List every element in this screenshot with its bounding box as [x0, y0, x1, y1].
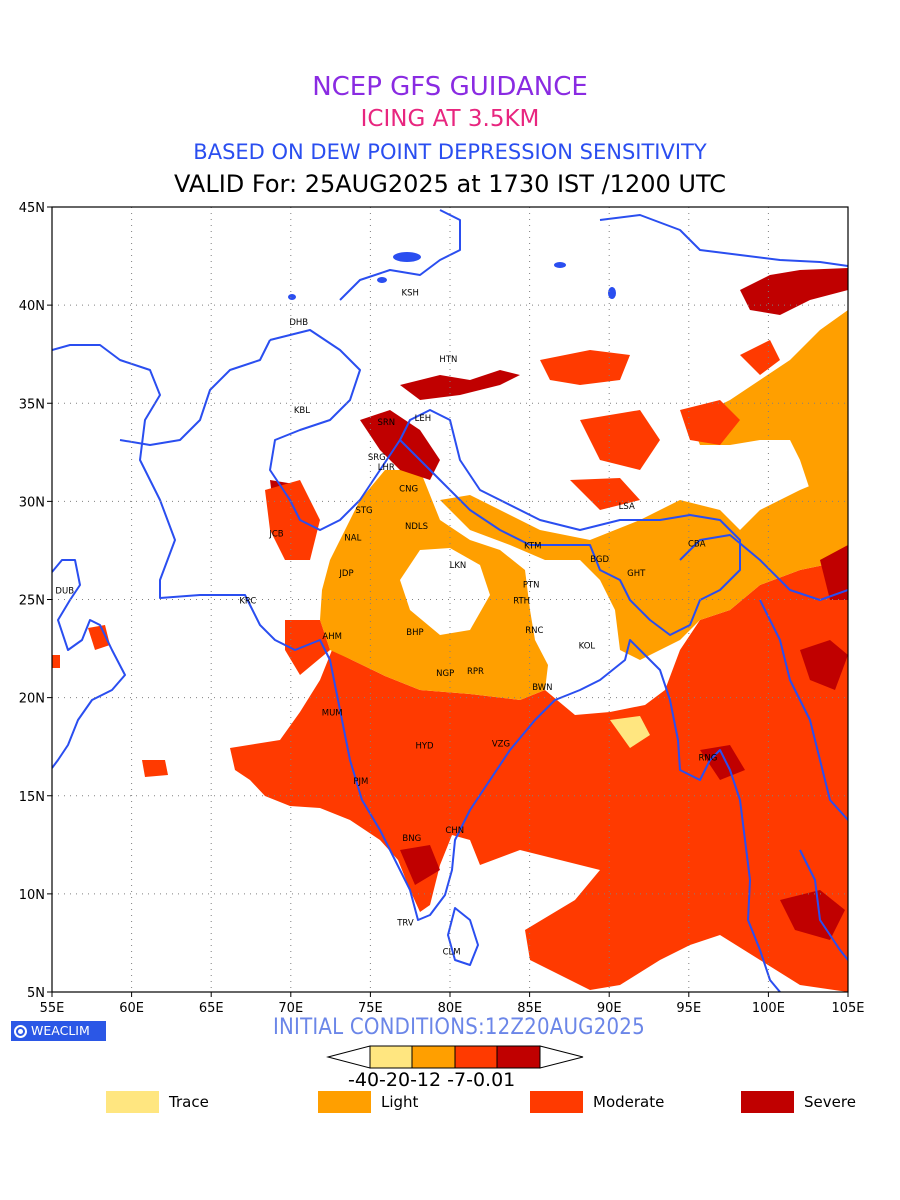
station-bwn: BWN [532, 683, 552, 693]
lon-label: 65E [199, 1001, 224, 1016]
legend-label-trace: Trace [169, 1093, 209, 1111]
lat-label: 5N [27, 986, 45, 1001]
station-vzg: VZG [492, 740, 510, 750]
legend-swatch-severe [741, 1091, 794, 1113]
station-lhr: LHR [378, 463, 395, 473]
legend-swatch-trace [106, 1091, 159, 1113]
station-bhp: BHP [406, 628, 423, 638]
legend-label-moderate: Moderate [593, 1093, 665, 1111]
lon-label: 55E [40, 1001, 65, 1016]
station-chn: CHN [445, 826, 464, 836]
lon-label: 90E [597, 1001, 622, 1016]
station-bng: BNG [402, 834, 421, 844]
station-mum: MUM [322, 708, 343, 718]
axis-ticks [47, 206, 849, 997]
station-ahm: AHM [322, 632, 342, 642]
logo-icon [14, 1024, 27, 1038]
station-ptn: PTN [523, 581, 540, 591]
lon-label: 105E [831, 1001, 864, 1016]
station-srg: SRG [368, 453, 386, 463]
station-lsa: LSA [619, 502, 635, 512]
title-model: NCEP GFS GUIDANCE [312, 72, 588, 102]
moderate-icing-patches [52, 340, 780, 777]
light-icing-tibet [690, 310, 848, 490]
moderate-icing-region [230, 560, 848, 992]
station-leh: LEH [415, 414, 432, 424]
latitude-labels: 45N 40N 35N 30N 25N 20N 15N 10N 5N [19, 201, 45, 1001]
station-bgd: BGD [590, 555, 609, 565]
lat-label: 15N [19, 790, 45, 805]
station-rpr: RPR [467, 667, 484, 677]
title-method: BASED ON DEW POINT DEPRESSION SENSITIVIT… [193, 140, 707, 164]
lon-label: 85E [517, 1001, 542, 1016]
weaclim-logo: WEACLIM [11, 1021, 106, 1041]
station-lkn: LKN [450, 561, 467, 571]
light-icing-himalaya [440, 470, 848, 660]
lat-label: 30N [19, 495, 45, 510]
station-jcb: JCB [268, 530, 283, 540]
station-pjm: PJM [353, 777, 368, 787]
trace-icing-patches [610, 716, 650, 748]
station-rth: RTH [513, 596, 530, 606]
lon-label: 70E [278, 1001, 303, 1016]
station-clm: CLM [443, 948, 461, 958]
station-rnc: RNC [525, 626, 543, 636]
initial-conditions: INITIAL CONDITIONS:12Z20AUG2025 [273, 1015, 645, 1040]
lon-label: 75E [358, 1001, 383, 1016]
station-hyd: HYD [415, 742, 434, 752]
legend-swatch-light [318, 1091, 371, 1113]
station-nal: NAL [344, 534, 361, 544]
title-valid-time: VALID For: 25AUG2025 at 1730 IST /1200 U… [174, 170, 726, 198]
lat-label: 20N [19, 692, 45, 707]
legend-label-light: Light [381, 1093, 419, 1111]
title-product: ICING AT 3.5KM [360, 106, 540, 132]
station-kol: KOL [579, 642, 596, 652]
lon-label: 80E [438, 1001, 463, 1016]
lat-label: 25N [19, 594, 45, 609]
station-ngp: NGP [436, 669, 454, 679]
station-rng: RNG [698, 753, 717, 763]
lon-label: 100E [752, 1001, 785, 1016]
logo-text: WEACLIM [31, 1023, 90, 1038]
station-kbl: KBL [294, 406, 310, 416]
station-jdp: JDP [338, 569, 353, 579]
lat-label: 35N [19, 397, 45, 412]
icing-fields [52, 209, 848, 992]
station-trv: TRV [396, 918, 414, 928]
lon-label: 95E [676, 1001, 701, 1016]
station-krc: KRC [239, 596, 256, 606]
no-icing-central [400, 548, 490, 635]
lat-label: 10N [19, 888, 45, 903]
station-dhb: DHB [289, 318, 308, 328]
longitude-labels: 55E 60E 65E 70E 75E 80E 85E 90E 95E 100E 105E [40, 1001, 865, 1016]
lat-label: 40N [19, 299, 45, 314]
station-srn: SRN [377, 418, 395, 428]
lakes [288, 252, 616, 300]
station-cng: CNG [399, 485, 418, 495]
station-htn: HTN [439, 355, 457, 365]
lat-label: 45N [19, 201, 45, 216]
legend-swatch-moderate [530, 1091, 583, 1113]
lon-label: 60E [119, 1001, 144, 1016]
legend-label-severe: Severe [804, 1093, 856, 1111]
coastlines-borders [52, 209, 848, 992]
station-dub: DUB [55, 587, 74, 597]
station-ktm: KTM [524, 541, 541, 551]
lat-lon-grid [52, 207, 848, 992]
station-cba: CBA [688, 540, 706, 550]
station-ndls: NDLS [405, 522, 428, 532]
station-ght: GHT [627, 569, 646, 579]
station-stg: STG [355, 506, 372, 516]
station-ksh: KSH [402, 288, 419, 298]
colorbar-tick-labels: -40-20-12 -7-0.01 [348, 1069, 516, 1091]
